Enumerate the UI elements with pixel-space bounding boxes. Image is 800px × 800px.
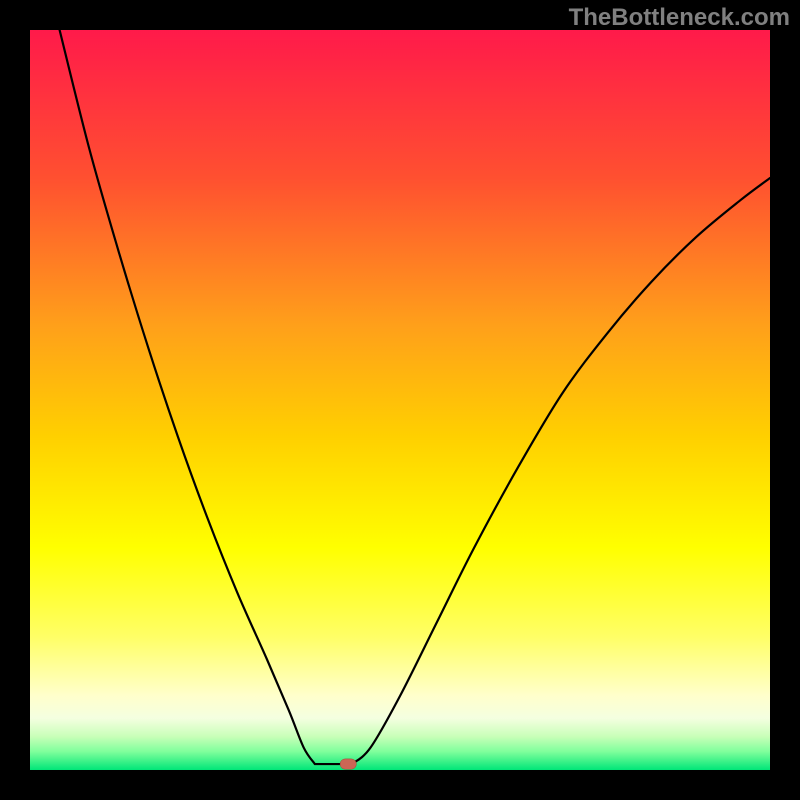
frame-right <box>770 0 800 800</box>
bottleneck-chart <box>0 0 800 800</box>
plot-background <box>30 30 770 770</box>
watermark-text: TheBottleneck.com <box>569 4 790 32</box>
frame-bottom <box>0 770 800 800</box>
frame-left <box>0 0 30 800</box>
min-marker <box>340 759 356 769</box>
